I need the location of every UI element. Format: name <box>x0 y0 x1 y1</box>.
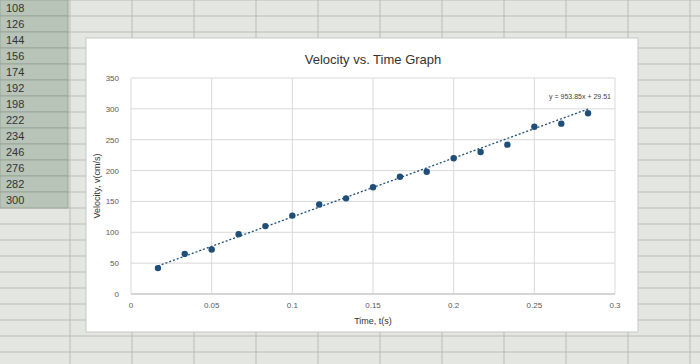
data-point <box>370 184 376 190</box>
sheet-cell <box>0 112 68 128</box>
sheet-cell <box>0 176 68 192</box>
sheet-cell <box>0 192 68 208</box>
data-point <box>504 141 510 147</box>
y-tick-label: 100 <box>106 228 120 237</box>
y-tick-label: 300 <box>106 105 120 114</box>
sheet-cell <box>0 16 68 32</box>
data-point <box>235 231 241 237</box>
cell-text: 300 <box>6 194 24 206</box>
sheet-col-line <box>690 0 691 364</box>
trendline <box>158 109 588 266</box>
x-gridline <box>131 78 132 294</box>
sheet-cell <box>0 80 68 96</box>
data-point <box>477 149 483 155</box>
cell-text: 276 <box>6 162 24 174</box>
data-point <box>450 155 456 161</box>
x-tick-label: 0.15 <box>365 301 381 310</box>
x-tick-label: 0 <box>129 301 134 310</box>
x-gridline <box>211 78 212 294</box>
y-tick-label: 200 <box>106 167 120 176</box>
x-axis-line <box>131 294 615 295</box>
sheet-row-line <box>0 0 700 1</box>
plot-area <box>155 109 592 271</box>
cell-text: 222 <box>6 114 24 126</box>
data-point <box>155 265 161 271</box>
x-tick-label: 0.1 <box>287 301 299 310</box>
x-axis-label: Time, t(s) <box>354 316 392 326</box>
data-point <box>262 223 268 229</box>
cell-text: 144 <box>6 34 24 46</box>
cell-text: 192 <box>6 82 24 94</box>
sheet-cell <box>0 160 68 176</box>
data-point <box>289 212 295 218</box>
y-gridline <box>131 294 615 295</box>
sheet-row-line <box>0 16 700 17</box>
sheet-row-line <box>0 336 700 337</box>
cell-text: 174 <box>6 66 24 78</box>
gridlines <box>131 78 615 294</box>
spreadsheet-column: 108 126 144 156 174 192 198 222 234 246 276 282 300 <box>0 0 68 208</box>
cell-text: 282 <box>6 178 24 190</box>
y-tick-label: 250 <box>106 136 120 145</box>
sheet-cell <box>0 0 68 16</box>
x-gridline <box>292 78 293 294</box>
trendline-equation: y = 953.85x + 29.51 <box>549 93 611 101</box>
sheet-cell <box>0 32 68 48</box>
x-gridline <box>453 78 454 294</box>
y-axis-label: Velocity, v(cm/s) <box>92 154 102 219</box>
sheet-row-line <box>0 32 700 33</box>
chart-area <box>86 38 638 332</box>
cell-text: 126 <box>6 18 24 30</box>
cell-text: 108 <box>6 2 24 14</box>
x-tick-label: 0.2 <box>448 301 460 310</box>
sheet-col-line <box>70 0 71 364</box>
x-tick-label: 0.25 <box>527 301 543 310</box>
x-gridline <box>615 78 616 294</box>
sheet-cell <box>0 48 68 64</box>
sheet-cell <box>0 128 68 144</box>
data-point <box>316 201 322 207</box>
x-tick-label: 0.05 <box>204 301 220 310</box>
y-tick-label: 50 <box>110 259 119 268</box>
data-point <box>397 174 403 180</box>
cell-text: 246 <box>6 146 24 158</box>
data-point <box>424 169 430 175</box>
data-point <box>585 110 591 116</box>
data-point <box>531 124 537 130</box>
sheet-cell <box>0 64 68 80</box>
x-gridline <box>534 78 535 294</box>
data-point <box>208 246 214 252</box>
data-point <box>343 195 349 201</box>
cell-text: 198 <box>6 98 24 110</box>
spreadsheet-grid <box>0 0 700 364</box>
sheet-row-line <box>0 352 700 353</box>
chart-title: Velocity vs. Time Graph <box>305 52 442 67</box>
data-point <box>558 120 564 126</box>
x-tick-label: 0.3 <box>609 301 621 310</box>
y-tick-label: 0 <box>115 290 120 299</box>
sheet-background <box>0 0 700 364</box>
data-point <box>182 251 188 257</box>
y-tick-label: 150 <box>106 197 120 206</box>
sheet-cell <box>0 144 68 160</box>
cell-text: 234 <box>6 130 24 142</box>
sheet-cell <box>0 96 68 112</box>
cell-text: 156 <box>6 50 24 62</box>
y-tick-label: 350 <box>106 74 120 83</box>
